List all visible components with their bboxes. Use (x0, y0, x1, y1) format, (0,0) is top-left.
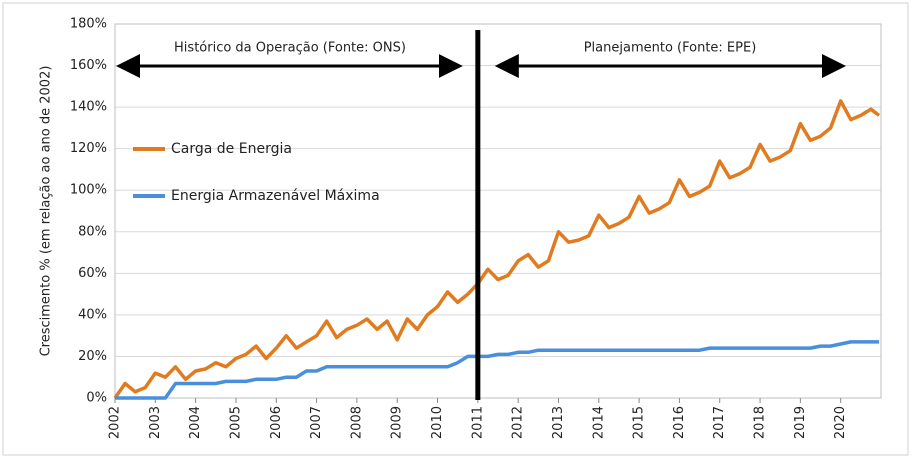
x-tick-label: 2018 (753, 406, 768, 439)
annotation: Planejamento (Fonte: EPE) (584, 41, 757, 56)
x-tick-label: 2019 (793, 406, 808, 439)
y-tick-label: 160% (70, 58, 107, 73)
y-axis-label: Crescimento % (em relação ao ano de 2002… (39, 66, 54, 357)
annotation: Histórico da Operação (Fonte: ONS) (174, 41, 406, 56)
x-tick-label: 2004 (188, 406, 203, 439)
x-tick-label: 2007 (309, 406, 324, 439)
y-tick-label: 60% (78, 266, 107, 281)
x-tick-label: 2006 (269, 406, 284, 439)
x-tick-label: 2014 (591, 406, 606, 439)
x-tick-label: 2011 (470, 406, 485, 439)
y-tick-label: 40% (78, 307, 107, 322)
y-tick-label: 120% (70, 141, 107, 156)
y-tick-label: 20% (78, 349, 107, 364)
legend-label: Carga de Energia (171, 141, 292, 157)
y-tick-label: 100% (70, 183, 107, 198)
y-tick-label: 0% (86, 391, 107, 406)
line-series (115, 340, 879, 400)
plot-border (114, 23, 882, 399)
x-tick-label: 2008 (349, 406, 364, 439)
x-tick-label: 2012 (511, 406, 526, 439)
x-tick-label: 2005 (228, 406, 243, 439)
x-tick-label: 2003 (148, 406, 163, 439)
x-tick-label: 2015 (632, 406, 647, 439)
y-tick-label: 140% (70, 100, 107, 115)
line-series (113, 99, 881, 400)
x-tick-label: 2017 (712, 406, 727, 439)
x-tick-label: 2013 (551, 406, 566, 439)
legend-label: Energia Armazenável Máxima (171, 188, 380, 204)
x-tick-label: 2016 (672, 406, 687, 439)
x-tick-label: 2009 (390, 406, 405, 439)
x-tick-label: 2020 (833, 406, 848, 439)
y-tick-label: 180% (70, 17, 107, 32)
x-tick-label: 2010 (430, 406, 445, 439)
y-tick-label: 80% (78, 224, 107, 239)
x-tick-label: 2002 (108, 406, 123, 439)
